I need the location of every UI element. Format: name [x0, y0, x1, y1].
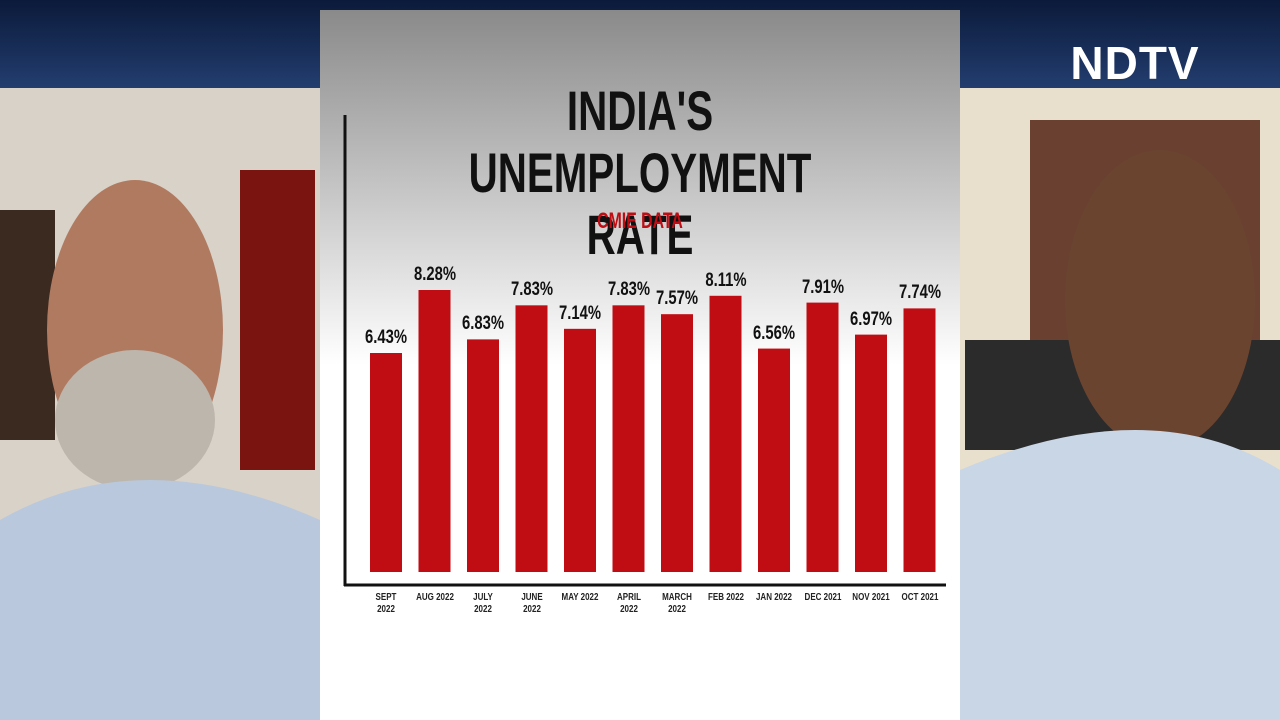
bar: [806, 302, 839, 572]
left-person-shirt: [0, 480, 320, 720]
x-tick-label: AUG 2022: [415, 592, 454, 603]
value-label: 6.43%: [364, 327, 408, 348]
x-tick-label: DEC 2021: [804, 592, 841, 603]
value-label: 7.57%: [655, 288, 699, 310]
x-tick-label: OCT 2021: [901, 592, 938, 603]
bar: [758, 348, 790, 572]
x-tick-label: JULY 2022: [473, 592, 493, 615]
bar: [515, 305, 548, 572]
value-label: 7.83%: [607, 279, 650, 301]
bar: [564, 328, 596, 572]
x-tick-label: FEB 2022: [707, 592, 744, 603]
channel-logo: NDTV: [1070, 37, 1200, 89]
x-tick-label: JAN 2022: [755, 592, 793, 603]
wall-hanging: [240, 170, 315, 470]
x-tick-label: MAY 2022: [561, 592, 599, 603]
value-label: 7.74%: [898, 282, 941, 304]
bar: [467, 339, 499, 572]
value-label: 8.28%: [413, 264, 456, 285]
chart-subtitle: CMIE DATA: [597, 208, 683, 233]
right-person-shirt: [960, 430, 1280, 720]
right-person-head: [1065, 150, 1255, 450]
bar: [709, 295, 742, 572]
value-label: 6.97%: [849, 308, 893, 330]
value-label: 6.83%: [461, 313, 505, 335]
bar: [855, 334, 887, 572]
x-tick-label: NOV 2021: [852, 592, 890, 603]
x-tick-label: JUNE 2022: [520, 592, 543, 615]
value-label: 8.11%: [704, 269, 747, 291]
bar: [370, 353, 402, 572]
bar: [661, 314, 693, 572]
bar: [612, 305, 645, 572]
x-tick-label: MARCH 2022: [662, 592, 692, 615]
bookshelf: [0, 210, 55, 440]
value-label: 7.91%: [801, 276, 844, 298]
bar: [903, 308, 936, 572]
x-tick-label: APRIL 2022: [616, 592, 641, 615]
value-label: 6.56%: [752, 322, 796, 344]
x-tick-label: SEPT 2022: [375, 592, 397, 615]
chart-title: INDIA'S UNEMPLOYMENT RATE: [468, 79, 812, 266]
value-label: 7.14%: [558, 302, 602, 324]
left-person-beard: [55, 350, 215, 490]
bar: [418, 290, 451, 572]
value-label: 7.83%: [510, 279, 553, 301]
